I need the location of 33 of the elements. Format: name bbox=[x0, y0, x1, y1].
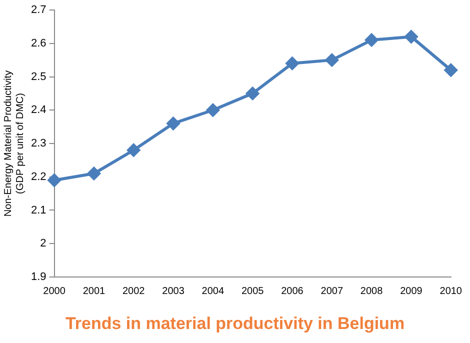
y-tick-label: 2.3 bbox=[30, 138, 46, 150]
point bbox=[127, 144, 140, 157]
point bbox=[325, 54, 338, 67]
y-tick-label: 1.9 bbox=[30, 271, 46, 284]
point bbox=[365, 34, 378, 47]
x-tick-label: 2005 bbox=[241, 286, 264, 297]
y-tick-label: 2 bbox=[40, 238, 46, 250]
x-tick-label: 2001 bbox=[82, 286, 106, 297]
y-tick-label: 2.5 bbox=[30, 70, 46, 83]
point bbox=[404, 30, 418, 44]
y-tick-label: 2.2 bbox=[30, 170, 46, 183]
x-tick-label: 2009 bbox=[400, 286, 423, 297]
y-tick-label: 2.1 bbox=[30, 204, 46, 216]
x-tick-label: 2002 bbox=[122, 286, 146, 297]
text: Trends in material productivity in Belgium bbox=[64, 314, 406, 334]
y-tick-label: 2.6 bbox=[30, 37, 46, 50]
point bbox=[48, 174, 61, 187]
point bbox=[286, 56, 299, 70]
y-tick-label: 2.4 bbox=[30, 104, 46, 116]
point bbox=[87, 167, 100, 180]
x-tick-label: 2004 bbox=[202, 286, 224, 297]
x-tick-label: 2006 bbox=[281, 286, 304, 297]
x-tick-label: 2000 bbox=[43, 286, 66, 297]
point bbox=[166, 116, 180, 130]
x-tick-label: 2007 bbox=[320, 286, 344, 297]
x-tick-label: 2008 bbox=[360, 286, 384, 297]
point bbox=[206, 104, 220, 117]
x-tick-label: 2003 bbox=[162, 286, 185, 297]
point bbox=[444, 64, 458, 77]
y-axis-title: Non-Energy Material Productivity (GDP per unit of DMC) bbox=[2, 70, 26, 217]
x-tick-label: 2010 bbox=[440, 286, 462, 297]
point bbox=[246, 86, 260, 100]
y-tick-label: 2.7 bbox=[30, 4, 46, 16]
